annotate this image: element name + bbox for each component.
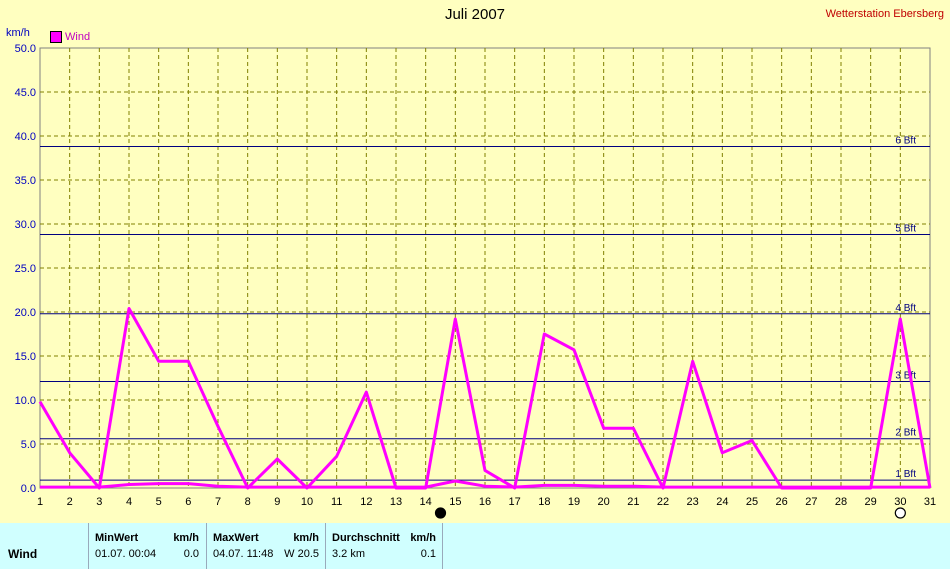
y-tick-label: 25.0 — [15, 263, 36, 275]
beaufort-label: 2 Bft — [895, 428, 916, 439]
avg-time: 3.2 km — [332, 548, 366, 560]
min-value: 0.0 — [183, 548, 199, 560]
x-tick-label: 12 — [360, 496, 372, 508]
x-tick-label: 1 — [37, 496, 43, 508]
x-tick-label: 27 — [805, 496, 817, 508]
max-time: 04.07. 11:48 — [213, 548, 274, 560]
avg-value: 0.1 — [420, 548, 436, 560]
y-tick-label: 30.0 — [15, 219, 36, 231]
min-unit: km/h — [173, 532, 199, 544]
chart-title: Juli 2007 — [444, 6, 506, 23]
y-tick-label: 45.0 — [15, 87, 36, 99]
wind-chart: 0.0 5.0 10.0 15.0 20.0 25.0 30.0 35.0 40.0 45.0 50… — [15, 43, 936, 519]
x-tick-label: 22 — [657, 496, 669, 508]
x-tick-label: 17 — [509, 496, 521, 508]
y-tick-label: 50.0 — [15, 43, 36, 55]
y-tick-label: 20.0 — [15, 307, 36, 319]
series-line-secondary — [40, 479, 930, 489]
y-tick-label: 5.0 — [21, 439, 36, 451]
x-tick-label: 7 — [215, 496, 221, 508]
x-tick-label: 24 — [716, 496, 728, 508]
stats-row-label: Wind — [8, 547, 38, 561]
beaufort-label: 1 Bft — [895, 469, 916, 480]
x-tick-label: 15 — [449, 496, 461, 508]
new-moon-icon — [434, 507, 447, 519]
x-tick-label: 30 — [894, 496, 906, 508]
y-tick-label: 10.0 — [15, 395, 36, 407]
full-moon-icon — [894, 507, 906, 519]
stats-col-max: MaxWert km/h 04.07. 11:48 W 20.5 — [206, 523, 325, 569]
x-tick-label: 18 — [538, 496, 550, 508]
avg-header: Durchschnitt — [332, 532, 400, 544]
x-tick-label: 9 — [274, 496, 280, 508]
beaufort-label: 5 Bft — [895, 224, 916, 235]
x-tick-label: 8 — [245, 496, 251, 508]
max-value: W 20.5 — [284, 548, 319, 560]
x-tick-label: 5 — [156, 496, 162, 508]
stats-col-min: MinWert km/h 01.07. 00:04 0.0 — [88, 523, 205, 569]
x-tick-label: 6 — [185, 496, 191, 508]
legend: Wind — [50, 31, 90, 43]
max-header: MaxWert — [213, 532, 259, 544]
x-tick-label: 28 — [835, 496, 847, 508]
x-tick-label: 14 — [420, 496, 432, 508]
avg-unit: km/h — [410, 532, 436, 544]
y-tick-label: 35.0 — [15, 175, 36, 187]
x-tick-label: 16 — [479, 496, 491, 508]
x-tick-label: 10 — [301, 496, 313, 508]
x-tick-label: 26 — [776, 496, 788, 508]
station-name: Wetterstation Ebersberg — [825, 8, 944, 20]
y-axis-unit: km/h — [6, 27, 30, 39]
x-tick-label: 29 — [865, 496, 877, 508]
y-tick-label: 40.0 — [15, 131, 36, 143]
legend-label: Wind — [65, 31, 91, 43]
x-tick-label: 19 — [568, 496, 580, 508]
x-tick-label: 4 — [126, 496, 132, 508]
x-tick-label: 21 — [627, 496, 639, 508]
stats-col-avg: Durchschnitt km/h 3.2 km 0.1 — [325, 523, 443, 569]
y-tick-label: 15.0 — [15, 351, 36, 363]
min-time: 01.07. 00:04 — [95, 548, 157, 560]
x-tick-label: 31 — [924, 496, 936, 508]
max-unit: km/h — [293, 532, 319, 544]
y-tick-label: 0.0 — [21, 483, 36, 495]
x-tick-label: 2 — [67, 496, 73, 508]
x-tick-label: 20 — [598, 496, 610, 508]
beaufort-label: 3 Bft — [895, 371, 916, 382]
beaufort-label: 4 Bft — [895, 303, 916, 314]
x-tick-label: 25 — [746, 496, 758, 508]
min-header: MinWert — [95, 532, 139, 544]
x-tick-label: 3 — [96, 496, 102, 508]
x-tick-label: 13 — [390, 496, 402, 508]
stats-table: Wind MinWert km/h 01.07. 00:04 0.0 MaxWe… — [0, 523, 950, 569]
x-tick-label: 23 — [687, 496, 699, 508]
legend-swatch — [50, 31, 62, 43]
beaufort-label: 6 Bft — [895, 136, 916, 147]
x-tick-label: 11 — [331, 496, 342, 508]
